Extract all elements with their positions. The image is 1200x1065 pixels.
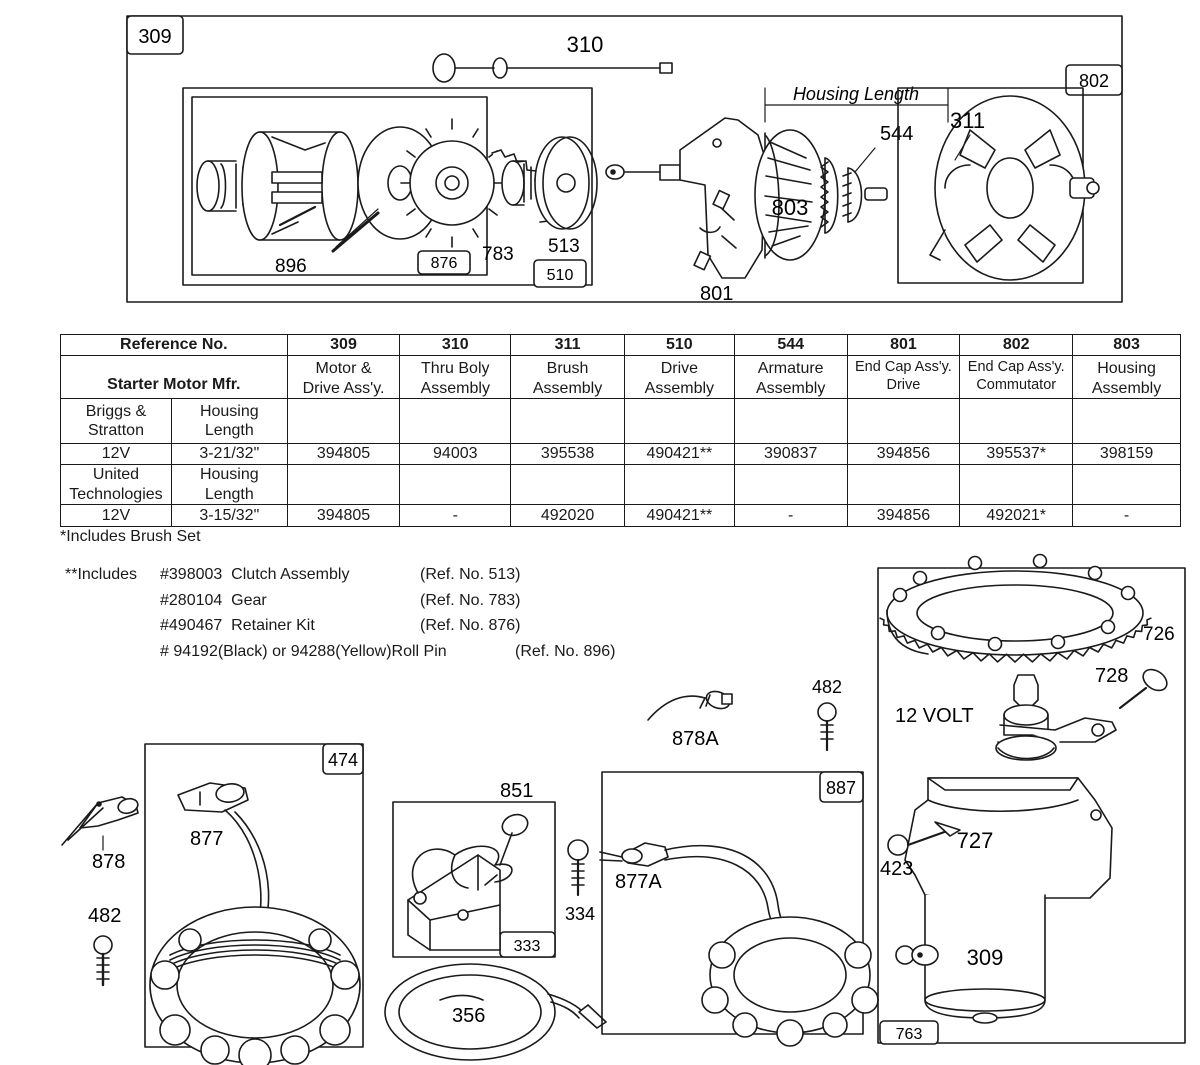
- svg-text:311: 311: [950, 108, 985, 133]
- svg-text:876: 876: [431, 255, 458, 272]
- svg-text:851: 851: [500, 780, 533, 802]
- svg-text:423: 423: [880, 858, 913, 880]
- svg-text:726: 726: [1143, 624, 1175, 645]
- svg-text:887: 887: [826, 778, 856, 798]
- svg-text:801: 801: [700, 283, 733, 305]
- svg-text:356: 356: [452, 1005, 485, 1027]
- svg-text:513: 513: [548, 236, 580, 257]
- svg-text:309: 309: [138, 26, 171, 48]
- svg-text:474: 474: [328, 750, 358, 770]
- svg-text:Housing Length: Housing Length: [793, 84, 919, 104]
- svg-text:333: 333: [514, 938, 541, 955]
- svg-text:310: 310: [567, 32, 604, 57]
- svg-text:803: 803: [772, 195, 809, 220]
- svg-text:783: 783: [482, 244, 514, 265]
- svg-text:12 VOLT: 12 VOLT: [895, 705, 974, 727]
- svg-text:482: 482: [88, 905, 121, 927]
- svg-text:896: 896: [275, 256, 307, 277]
- svg-text:309: 309: [967, 945, 1004, 970]
- svg-text:728: 728: [1095, 665, 1128, 687]
- svg-text:877A: 877A: [615, 871, 662, 893]
- svg-text:544: 544: [880, 123, 913, 145]
- svg-text:510: 510: [547, 267, 574, 284]
- svg-text:482: 482: [812, 677, 842, 697]
- svg-text:727: 727: [957, 828, 994, 853]
- svg-text:877: 877: [190, 828, 223, 850]
- svg-text:334: 334: [565, 904, 595, 924]
- svg-text:878A: 878A: [672, 728, 719, 750]
- svg-text:763: 763: [896, 1026, 923, 1043]
- svg-text:878: 878: [92, 851, 125, 873]
